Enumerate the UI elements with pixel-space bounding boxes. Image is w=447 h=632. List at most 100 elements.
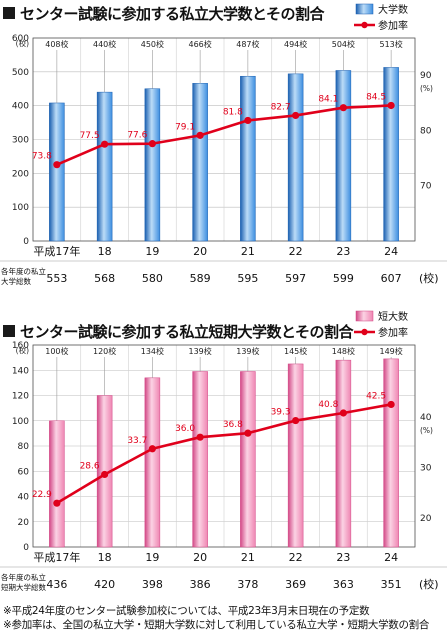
right-axis-unit: (%) <box>420 84 433 93</box>
rate-value-label: 82.7 <box>271 102 291 112</box>
rate-line <box>56 403 392 505</box>
totals-value: 597 <box>285 272 306 285</box>
rate-point <box>387 101 395 110</box>
rate-point <box>196 131 204 139</box>
left-tick-label: 100 <box>12 203 29 213</box>
totals-value: 599 <box>333 272 354 285</box>
rate-point <box>148 140 156 148</box>
footnote: ※参加率は、全国の私立大学・短期大学数に対して利用している私立大学・短期大学数の… <box>3 619 430 631</box>
rate-point <box>148 445 156 453</box>
rate-value-label: 22.9 <box>32 490 52 500</box>
right-tick-label: 70 <box>420 182 432 192</box>
bar-value-label: 440校 <box>93 39 116 49</box>
bar <box>96 91 113 242</box>
right-axis-unit: (%) <box>420 426 433 435</box>
rate-value-label: 40.8 <box>318 400 338 410</box>
plot-border <box>32 37 416 242</box>
totals-value: 378 <box>237 578 258 591</box>
left-tick-label: 20 <box>18 518 30 528</box>
category-label: 20 <box>193 551 207 564</box>
bar-value-label: 100校 <box>45 346 68 356</box>
rate-value-label: 36.0 <box>175 424 195 434</box>
bar-value-label: 145校 <box>284 346 307 356</box>
totals-value: 436 <box>46 578 67 591</box>
category-label: 平成17年 <box>33 550 80 564</box>
bar-value-label: 466校 <box>188 39 211 49</box>
bar-value-label: 139校 <box>236 346 259 356</box>
right-tick-label: 30 <box>420 463 432 473</box>
category-label: 19 <box>145 551 159 564</box>
right-tick-label: 20 <box>420 514 432 524</box>
left-tick-label: 0 <box>23 543 29 553</box>
totals-value: 553 <box>46 272 67 285</box>
right-tick-label: 40 <box>420 413 432 423</box>
rate-line <box>56 104 392 166</box>
category-label: 24 <box>384 551 398 564</box>
totals-unit: (校) <box>419 577 439 591</box>
bar <box>144 88 161 242</box>
title-square-icon <box>3 325 15 337</box>
rate-value-label: 81.8 <box>223 107 243 117</box>
legend-line-label: 参加率 <box>378 19 408 32</box>
category-label: 24 <box>384 245 398 258</box>
category-label: 23 <box>336 245 350 258</box>
left-tick-label: 300 <box>12 136 29 146</box>
category-label: 23 <box>336 551 350 564</box>
rate-value-label: 42.5 <box>366 391 386 401</box>
rate-point <box>292 111 300 120</box>
chart-title-row: センター試験に参加する私立短期大学数とその割合 <box>3 320 354 342</box>
category-label: 22 <box>289 245 303 258</box>
right-tick-label: 90 <box>420 71 432 81</box>
totals-value: 398 <box>142 578 163 591</box>
rate-point <box>244 429 252 437</box>
totals-value: 420 <box>94 578 115 591</box>
left-tick-label: 500 <box>12 68 29 78</box>
rate-value-label: 36.8 <box>223 420 243 430</box>
chart-title: センター試験に参加する私立大学数とその割合 <box>20 4 325 23</box>
totals-unit: (校) <box>419 271 439 285</box>
left-axis-unit: (校) <box>16 38 29 48</box>
totals-label-line: 大学総数 <box>1 276 31 286</box>
left-tick-label: 400 <box>12 102 29 112</box>
bar <box>192 83 208 242</box>
bar-value-label: 120校 <box>93 346 116 356</box>
rate-point <box>53 161 61 169</box>
category-label: 18 <box>98 551 112 564</box>
bar-value-label: 504校 <box>332 39 355 49</box>
legend-bar-swatch <box>355 310 374 322</box>
rate-value-label: 79.1 <box>175 122 195 132</box>
left-tick-label: 200 <box>12 169 29 179</box>
bar-value-label: 149校 <box>379 346 402 356</box>
right-tick-label: 80 <box>420 126 432 136</box>
rate-value-label: 77.5 <box>80 131 100 141</box>
chart-panel-junior-colleges: センター試験に参加する私立短期大学数とその割合 0 20 40 60 80 100 120 1… <box>0 310 447 603</box>
bar <box>287 73 304 242</box>
rate-point <box>53 499 61 507</box>
legend-bar-label: 大学数 <box>378 3 408 16</box>
rate-value-label: 33.7 <box>127 436 147 446</box>
bar <box>192 371 208 548</box>
totals-value: 386 <box>190 578 211 591</box>
rate-point <box>101 140 109 148</box>
category-label: 18 <box>98 245 112 258</box>
rate-point <box>101 470 109 479</box>
bar <box>240 371 256 548</box>
left-tick-label: 60 <box>18 467 30 477</box>
rate-point <box>387 400 395 409</box>
plot-border <box>32 344 416 548</box>
title-square-icon <box>3 7 15 19</box>
legend-bar-swatch <box>355 3 374 15</box>
bar-value-label: 450校 <box>141 39 164 49</box>
rate-point <box>339 409 347 417</box>
totals-value: 369 <box>285 578 306 591</box>
category-label: 20 <box>193 245 207 258</box>
rate-point <box>196 433 204 441</box>
bar-value-label: 148校 <box>332 346 355 356</box>
rate-value-label: 84.5 <box>366 92 386 102</box>
legend-line-marker <box>361 328 368 336</box>
totals-value: 363 <box>333 578 354 591</box>
rate-value-label: 39.3 <box>271 408 291 418</box>
bar <box>287 363 304 548</box>
